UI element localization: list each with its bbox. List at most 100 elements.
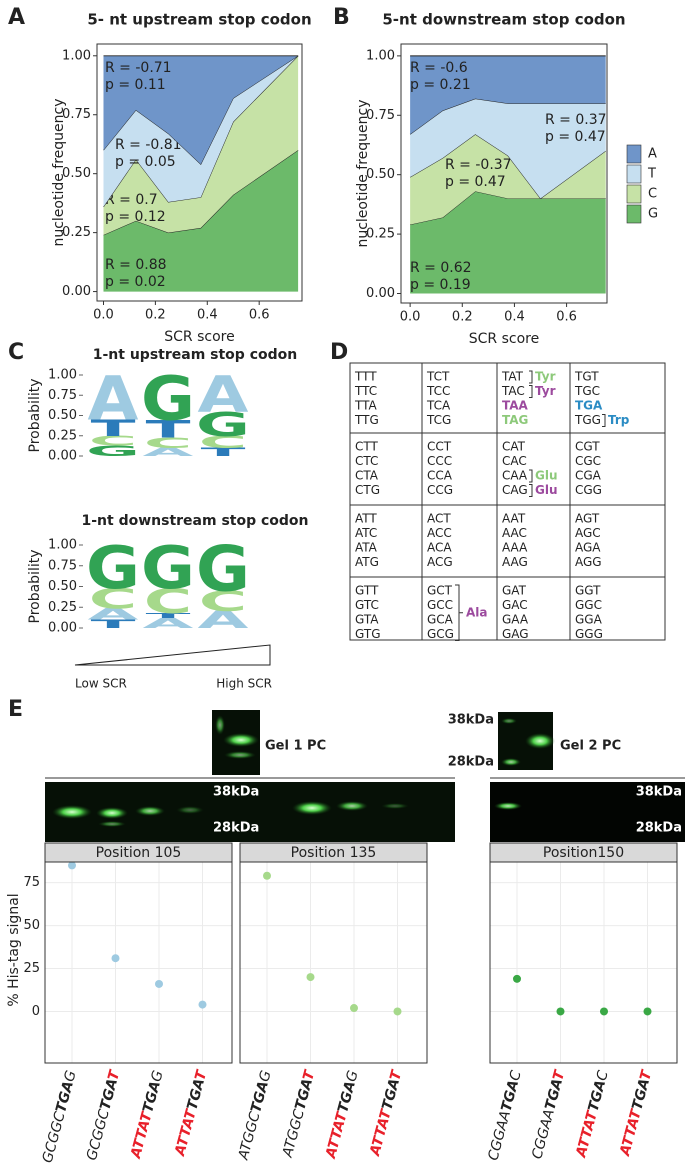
logo-letter: A: [88, 605, 139, 623]
codon: AAG: [502, 555, 528, 569]
label-segment: TGA: [629, 1078, 652, 1112]
plot-frame: [96, 43, 303, 302]
label-segment: ATGGC: [235, 1110, 263, 1162]
y-tick-label: 0.50: [366, 167, 395, 182]
legend-swatch: [626, 184, 642, 204]
label-segment: TGA: [335, 1079, 359, 1114]
label-segment: ATTAT: [367, 1107, 395, 1159]
gel-2-pc: [498, 712, 555, 770]
y-tick-label: 0.50: [48, 579, 77, 594]
logo-letter: A: [198, 365, 249, 423]
x-tick-label: ATGGCTGAG: [235, 1069, 274, 1162]
x-axis-label: SCR score: [469, 331, 539, 347]
area: [103, 55, 299, 165]
y-tick-label: 0.75: [48, 558, 77, 573]
logo-letter: T: [146, 415, 191, 444]
dot: [68, 861, 76, 870]
codon: CGA: [575, 469, 602, 483]
y-tick-label: 0.75: [366, 108, 395, 123]
amino-acid-label: Tyr: [535, 384, 556, 398]
codon: TGA: [575, 399, 603, 413]
area: [103, 55, 299, 235]
x-tick-label: CGGAATGAT: [529, 1068, 568, 1161]
bracket: [602, 414, 606, 427]
area: [410, 55, 606, 135]
plot-background: [490, 862, 677, 1063]
label-segment: G: [256, 1069, 274, 1084]
y-tick-label: 1.00: [366, 48, 395, 63]
y-tick-label: 25: [23, 961, 40, 976]
y-tick-label: 0.00: [48, 621, 77, 636]
annotation: p = 0.19: [410, 277, 471, 293]
y-tick-label: 0.50: [48, 408, 77, 423]
amino-acid-label: Trp: [608, 413, 630, 427]
y-axis-label: Probability: [27, 549, 43, 623]
area: [410, 134, 606, 225]
bracket: [529, 469, 533, 483]
codon: AAT: [502, 512, 526, 526]
y-axis-label: nucleotide frequency: [51, 98, 67, 246]
label-segment: ATTAT: [617, 1107, 645, 1159]
area: [410, 191, 606, 294]
codon: AAA: [502, 541, 528, 555]
codon-table-grid: [349, 362, 666, 641]
logo-letter: C: [144, 582, 192, 622]
dot: [306, 973, 315, 982]
annotation: R = 0.37: [545, 112, 607, 128]
codon: CAC: [502, 454, 527, 468]
label-segment: G: [148, 1069, 166, 1084]
panel-label: D: [330, 340, 348, 365]
annotation: p = 0.47: [545, 129, 606, 145]
gel-marker: 28kDa: [448, 755, 494, 770]
logo-letter: A: [198, 606, 250, 634]
x-tick-label: 0.4: [504, 310, 525, 325]
codon: GAG: [502, 627, 529, 641]
panel-label: C: [8, 340, 24, 365]
facet-strip: [489, 842, 678, 863]
logo-letter: T: [91, 415, 137, 441]
logo-letter: C: [144, 435, 192, 452]
gel-2: [490, 782, 685, 842]
codon: GCA: [427, 613, 454, 627]
codon: TAT: [501, 370, 524, 384]
legend-label: C: [648, 187, 657, 202]
label-segment: TGA: [379, 1078, 402, 1112]
label-segment: G: [343, 1069, 361, 1084]
annotation: R = 0.7: [105, 192, 158, 208]
logo-letter: T: [91, 618, 136, 631]
annotation: R = -0.71: [105, 60, 172, 76]
facet-title: Position150: [543, 845, 624, 861]
y-axis-label: Probability: [27, 378, 43, 452]
label-segment: TGA: [97, 1078, 120, 1112]
dot: [198, 1000, 207, 1009]
label-segment: GCGGC: [40, 1110, 69, 1165]
codon: AGC: [575, 526, 601, 540]
annotation: p = 0.02: [105, 274, 166, 290]
annotation: R = 0.88: [105, 257, 167, 273]
y-tick-label: 0.75: [62, 107, 91, 122]
scr-low-label: Low SCR: [75, 677, 127, 691]
y-tick-label: 50: [23, 918, 40, 933]
label-segment: TGA: [292, 1078, 315, 1112]
label-segment: C: [507, 1069, 525, 1083]
y-tick-label: 0.25: [48, 600, 77, 615]
logo-letter: C: [89, 583, 137, 615]
facet-title: Position 105: [96, 845, 182, 861]
x-tick-label: CGGAATGAC: [485, 1069, 524, 1163]
label-segment: ATGGC: [280, 1107, 308, 1159]
label-segment: CGGAA: [485, 1109, 514, 1162]
codon: GGG: [575, 627, 603, 641]
codon: ACT: [427, 512, 451, 526]
scr-gradient: [74, 644, 271, 666]
codon: GCG: [427, 627, 454, 641]
plot-frame: [400, 43, 608, 304]
codon: TCA: [426, 399, 451, 413]
y-tick-label: 0.00: [62, 284, 91, 299]
facet-strip: [44, 842, 233, 863]
y-tick-label: 0.25: [62, 225, 91, 240]
dot: [643, 1007, 652, 1016]
annotation: p = 0.12: [105, 209, 166, 225]
codon: TCG: [426, 413, 451, 427]
codon: TCT: [426, 370, 450, 384]
dot: [111, 954, 120, 963]
